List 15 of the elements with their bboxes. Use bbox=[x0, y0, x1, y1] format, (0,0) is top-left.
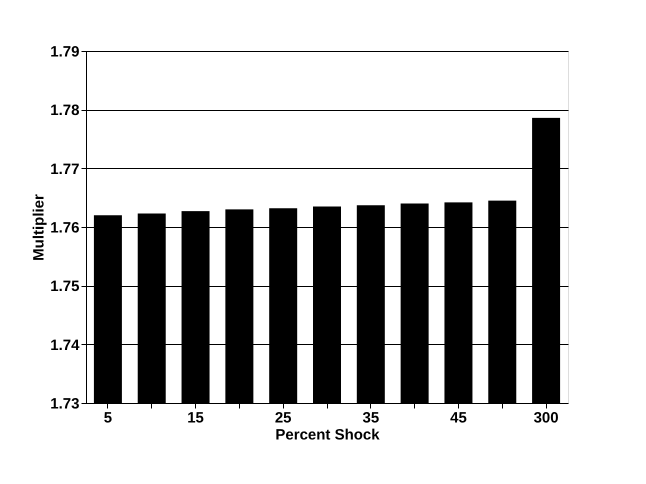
y-axis-title: Multiplier bbox=[30, 194, 48, 261]
y-tick-label: 1.78 bbox=[50, 102, 80, 120]
x-tick-label: 300 bbox=[534, 410, 559, 426]
x-tick-label: 25 bbox=[274, 410, 292, 426]
y-tick-label: 1.76 bbox=[50, 220, 80, 236]
x-tick-label: 15 bbox=[187, 410, 204, 426]
y-tick-label: 1.77 bbox=[50, 160, 80, 178]
y-tick-label: 1.73 bbox=[50, 396, 80, 412]
x-tick-label: 5 bbox=[104, 410, 112, 426]
y-tick-label: 1.74 bbox=[50, 336, 80, 354]
x-tick-label: 35 bbox=[362, 410, 380, 426]
x-axis-title: Percent Shock bbox=[275, 426, 380, 444]
y-tick-label: 1.75 bbox=[50, 278, 80, 296]
x-tick-label: 45 bbox=[450, 410, 467, 426]
y-tick-label: 1.79 bbox=[50, 44, 80, 60]
